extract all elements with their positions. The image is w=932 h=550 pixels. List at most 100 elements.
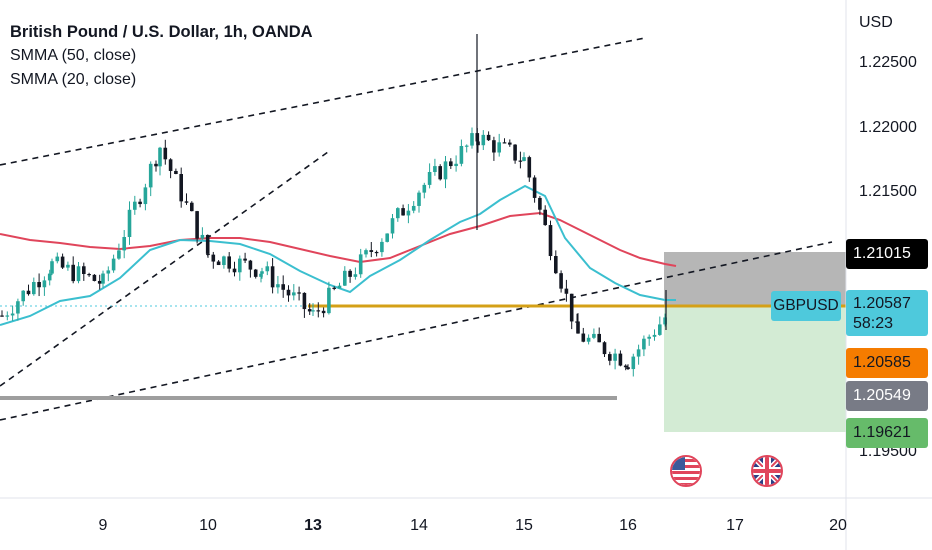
candle-body[interactable]	[179, 173, 183, 202]
candle-body[interactable]	[37, 281, 41, 288]
candle-body[interactable]	[158, 147, 162, 167]
chart-title[interactable]: British Pound / U.S. Dollar, 1h, OANDA	[10, 23, 313, 41]
candle-body[interactable]	[133, 201, 137, 210]
candle-body[interactable]	[42, 280, 47, 288]
candle-body[interactable]	[10, 313, 15, 316]
candle-body[interactable]	[127, 209, 132, 238]
candle-body[interactable]	[122, 237, 126, 251]
candle-body[interactable]	[647, 336, 651, 339]
candle-body[interactable]	[427, 172, 432, 185]
candle-body[interactable]	[0, 315, 4, 317]
candle-body[interactable]	[195, 211, 199, 239]
candle-body[interactable]	[316, 310, 321, 312]
candle-body[interactable]	[548, 225, 553, 257]
candle-body[interactable]	[642, 338, 646, 350]
candle-body[interactable]	[527, 157, 532, 178]
candle-body[interactable]	[66, 264, 70, 268]
candle-body[interactable]	[248, 260, 253, 270]
candle-body[interactable]	[337, 285, 342, 289]
candle-body[interactable]	[348, 270, 352, 277]
candle-body[interactable]	[60, 256, 65, 268]
candlestick-series[interactable]	[0, 34, 667, 377]
candle-body[interactable]	[554, 256, 558, 274]
candle-body[interactable]	[216, 261, 221, 266]
candle-body[interactable]	[143, 187, 148, 205]
candle-body[interactable]	[476, 141, 480, 146]
candle-body[interactable]	[101, 273, 105, 284]
candle-body[interactable]	[449, 161, 453, 167]
candle-body[interactable]	[138, 201, 142, 205]
candle-body[interactable]	[32, 281, 36, 295]
candle-body[interactable]	[260, 271, 264, 274]
candle-body[interactable]	[5, 315, 10, 317]
candle-body[interactable]	[581, 333, 586, 342]
symbol-badge[interactable]: GBPUSD	[771, 291, 841, 321]
candle-body[interactable]	[454, 163, 458, 167]
candle-body[interactable]	[227, 256, 231, 269]
candle-body[interactable]	[82, 266, 86, 275]
candle-body[interactable]	[522, 157, 526, 161]
candle-body[interactable]	[106, 270, 111, 274]
smma-20-legend[interactable]: SMMA (20, close)	[10, 71, 137, 88]
candle-body[interactable]	[238, 258, 242, 273]
candle-body[interactable]	[265, 266, 270, 272]
candle-body[interactable]	[618, 353, 623, 366]
candle-body[interactable]	[481, 134, 486, 146]
candle-body[interactable]	[26, 290, 31, 295]
candle-body[interactable]	[190, 202, 194, 212]
candle-body[interactable]	[564, 288, 569, 294]
candle-body[interactable]	[396, 208, 400, 219]
candle-body[interactable]	[459, 145, 464, 164]
candle-body[interactable]	[401, 208, 405, 216]
candle-body[interactable]	[602, 342, 607, 355]
candle-body[interactable]	[276, 284, 280, 288]
candle-body[interactable]	[406, 210, 411, 216]
candle-body[interactable]	[592, 333, 596, 338]
candle-body[interactable]	[631, 356, 636, 370]
candle-body[interactable]	[76, 266, 81, 282]
candle-body[interactable]	[111, 258, 116, 271]
candle-body[interactable]	[222, 256, 226, 266]
candle-body[interactable]	[200, 234, 205, 239]
candle-body[interactable]	[502, 142, 507, 144]
candle-body[interactable]	[270, 266, 275, 288]
candle-body[interactable]	[292, 292, 296, 296]
candle-body[interactable]	[492, 140, 496, 153]
currency-label[interactable]: USD	[859, 14, 893, 31]
candle-body[interactable]	[411, 205, 416, 211]
candle-body[interactable]	[243, 258, 247, 261]
candle-body[interactable]	[374, 251, 379, 254]
candle-body[interactable]	[613, 353, 617, 361]
candle-body[interactable]	[532, 177, 537, 198]
candle-body[interactable]	[353, 274, 358, 277]
candle-body[interactable]	[50, 261, 54, 274]
candle-body[interactable]	[253, 269, 258, 277]
candle-body[interactable]	[433, 166, 437, 173]
candle-body[interactable]	[652, 334, 657, 337]
candle-body[interactable]	[211, 254, 216, 262]
candle-body[interactable]	[21, 290, 25, 302]
candle-body[interactable]	[148, 163, 153, 188]
lower-channel-line[interactable]	[0, 241, 833, 421]
candle-body[interactable]	[232, 268, 237, 273]
candle-body[interactable]	[184, 201, 189, 203]
smma-50-legend[interactable]: SMMA (50, close)	[10, 47, 137, 64]
candle-body[interactable]	[543, 209, 547, 226]
candle-body[interactable]	[87, 274, 91, 276]
candle-body[interactable]	[307, 309, 312, 312]
candle-body[interactable]	[259, 273, 263, 277]
candle-body[interactable]	[16, 301, 20, 314]
candle-body[interactable]	[597, 333, 601, 343]
us-flag-icon[interactable]	[670, 455, 702, 487]
candle-body[interactable]	[586, 337, 591, 342]
candle-body[interactable]	[297, 292, 301, 294]
candle-body[interactable]	[174, 170, 178, 174]
candle-body[interactable]	[154, 163, 158, 167]
candle-body[interactable]	[508, 142, 512, 145]
inner-trend-line[interactable]	[0, 151, 329, 387]
candle-body[interactable]	[608, 354, 612, 361]
candle-body[interactable]	[321, 310, 326, 314]
uk-flag-icon[interactable]	[751, 455, 783, 487]
candle-body[interactable]	[576, 321, 580, 334]
candle-body[interactable]	[168, 159, 173, 171]
